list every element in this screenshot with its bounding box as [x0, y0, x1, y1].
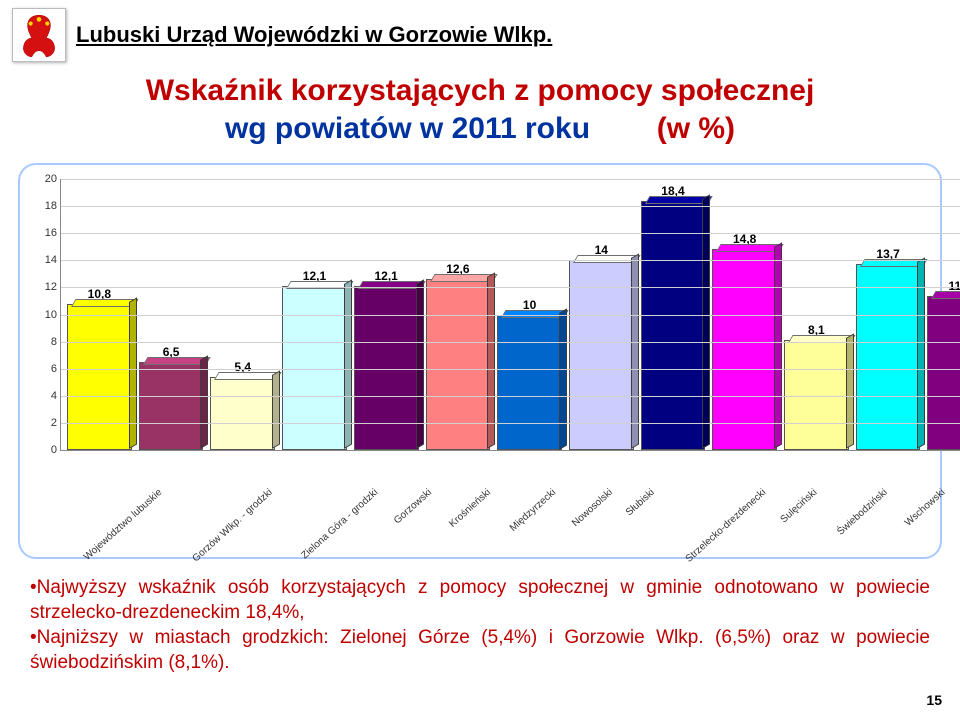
bar-shape: [497, 315, 562, 451]
bar-shape: [67, 304, 132, 450]
y-tick-label: 12: [35, 281, 57, 293]
gridline: [61, 206, 960, 207]
bar-shape: [569, 260, 634, 450]
gridline: [61, 423, 960, 424]
title-sub-a: wg powiatów w 2011 roku: [225, 112, 590, 145]
gridline: [61, 260, 960, 261]
gridline: [61, 233, 960, 234]
gridline: [61, 342, 960, 343]
bar-shape: [139, 362, 204, 450]
chart-panel: 10,86,55,412,112,112,6101418,414,88,113,…: [18, 163, 942, 559]
bar-shape: [210, 377, 275, 450]
y-tick-label: 18: [35, 200, 57, 212]
y-tick-label: 10: [35, 309, 57, 321]
gridline: [61, 179, 960, 180]
y-tick-label: 2: [35, 417, 57, 429]
y-tick-label: 20: [35, 173, 57, 185]
plot-area: 10,86,55,412,112,112,6101418,414,88,113,…: [60, 179, 960, 451]
bar-shape: [426, 279, 491, 450]
title-sub-b: (w %): [657, 112, 735, 145]
gridline: [61, 369, 960, 370]
y-tick-label: 14: [35, 254, 57, 266]
bar-shape: [641, 201, 706, 450]
bar-shape: [712, 249, 777, 450]
bar-shape: [927, 296, 960, 450]
gridline: [61, 396, 960, 397]
y-tick-label: 0: [35, 444, 57, 456]
y-tick-label: 16: [35, 227, 57, 239]
slide-title: Wskaźnik korzystających z pomocy społecz…: [0, 72, 960, 147]
y-tick-label: 6: [35, 363, 57, 375]
title-line-1: Wskaźnik korzystających z pomocy społecz…: [0, 72, 960, 110]
title-line-2: wg powiatów w 2011 roku (w %): [0, 110, 960, 148]
gridline: [61, 315, 960, 316]
page-number: 15: [926, 692, 942, 708]
gridline: [61, 287, 960, 288]
page-header: Lubuski Urząd Wojewódzki w Gorzowie Wlkp…: [0, 0, 960, 66]
y-tick-label: 4: [35, 390, 57, 402]
footer-bullet-2: •Najniższy w miastach grodzkich: Zielone…: [30, 625, 930, 675]
chart-plot: 10,86,55,412,112,112,6101418,414,88,113,…: [30, 179, 960, 547]
office-title: Lubuski Urząd Wojewódzki w Gorzowie Wlkp…: [76, 22, 552, 48]
x-labels: Województwo lubuskieGorzów Wlkp. - grodz…: [66, 451, 960, 547]
crest-icon: [12, 8, 66, 62]
y-tick-label: 8: [35, 336, 57, 348]
